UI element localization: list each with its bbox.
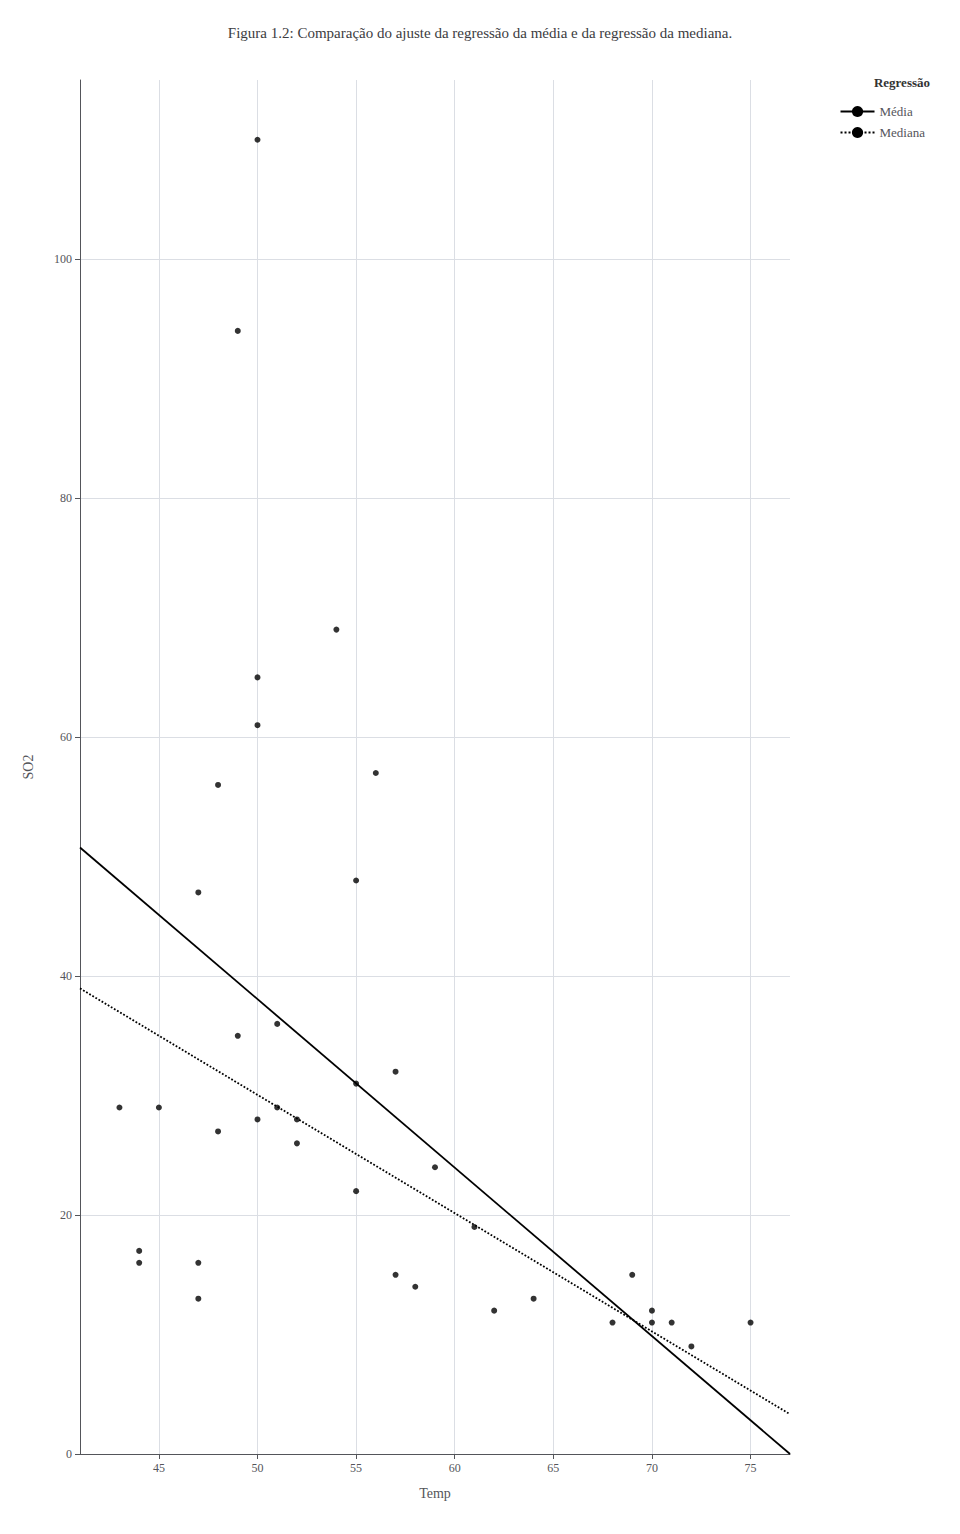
svg-text:100: 100 (54, 252, 72, 266)
svg-text:Temp: Temp (419, 1486, 451, 1501)
svg-text:0: 0 (66, 1447, 72, 1461)
svg-text:65: 65 (547, 1461, 559, 1475)
svg-text:45: 45 (153, 1461, 165, 1475)
svg-text:Figura 1.2: Comparação do ajus: Figura 1.2: Comparação do ajuste da regr… (228, 25, 732, 41)
svg-text:40: 40 (60, 969, 72, 983)
svg-text:50: 50 (252, 1461, 264, 1475)
svg-text:Média: Média (880, 104, 913, 119)
svg-text:20: 20 (60, 1208, 72, 1222)
svg-text:60: 60 (449, 1461, 461, 1475)
svg-text:Regressão: Regressão (874, 75, 930, 90)
svg-text:70: 70 (646, 1461, 658, 1475)
svg-text:SO2: SO2 (21, 755, 36, 780)
svg-text:60: 60 (60, 730, 72, 744)
svg-text:75: 75 (745, 1461, 757, 1475)
svg-text:Mediana: Mediana (880, 125, 926, 140)
svg-text:80: 80 (60, 491, 72, 505)
svg-text:55: 55 (350, 1461, 362, 1475)
